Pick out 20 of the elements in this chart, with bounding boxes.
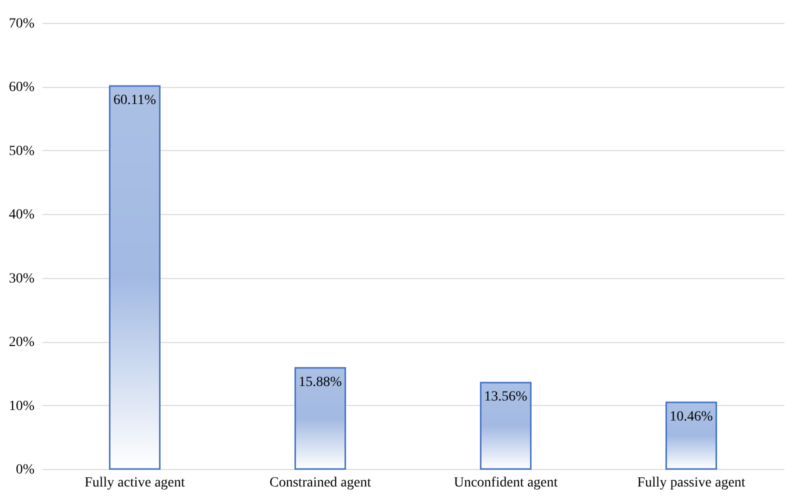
data-label: 10.46%	[670, 409, 714, 424]
y-tick-label: 20%	[8, 335, 35, 350]
y-tick-label: 60%	[8, 80, 35, 96]
data-label: 15.88%	[298, 374, 342, 390]
y-tick-label: 40%	[8, 208, 35, 223]
x-tick-label: Fully active agent	[84, 476, 186, 490]
bar	[665, 402, 718, 470]
x-tick-label: Unconfident agent	[454, 476, 558, 490]
y-tick-label: 0%	[16, 462, 35, 478]
bar	[108, 85, 161, 470]
bar	[294, 367, 346, 470]
y-tick-label: 70%	[8, 16, 35, 32]
bar	[480, 382, 532, 470]
y-tick-label: 30%	[8, 271, 35, 286]
x-tick-label: Constrained agent	[270, 476, 372, 490]
x-tick-label: Fully passive agent	[637, 476, 746, 490]
y-tick-label: 10%	[8, 398, 35, 414]
data-label: 60.11%	[113, 93, 156, 108]
data-label: 13.56%	[484, 390, 528, 405]
y-tick-label: 50%	[8, 144, 35, 159]
